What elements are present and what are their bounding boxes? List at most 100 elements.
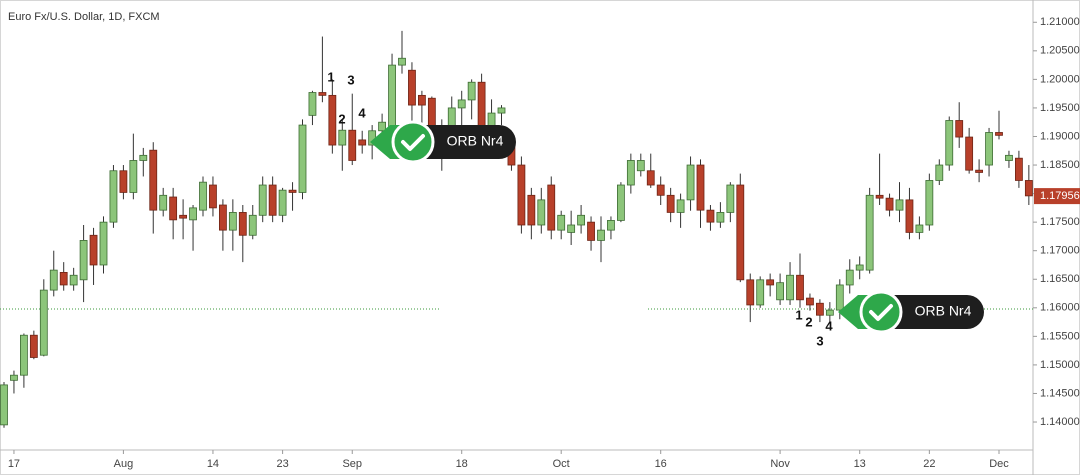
- candle-body: [935, 164, 944, 181]
- y-tick-label: 1.14000: [1040, 416, 1080, 428]
- check-mark: [401, 134, 425, 151]
- candle-body: [955, 120, 964, 138]
- annotation: 2: [338, 111, 345, 126]
- candle-body: [835, 284, 844, 311]
- candle-body: [298, 124, 307, 193]
- candle-body: [69, 274, 78, 286]
- candle-body: [328, 94, 337, 146]
- candle-body: [766, 279, 775, 286]
- candle-body: [398, 57, 406, 66]
- candle-body: [567, 224, 576, 233]
- chart-title: Euro Fx/U.S. Dollar, 1D, FXCM: [8, 11, 160, 23]
- candle-body: [228, 212, 237, 231]
- annotation: 4: [358, 105, 366, 120]
- y-tick-label: 1.14500: [1040, 387, 1080, 399]
- candle-body: [1024, 180, 1033, 197]
- candle-body: [238, 212, 247, 236]
- candle-body: [1015, 157, 1023, 181]
- annotation: 1: [327, 69, 334, 84]
- y-tick-label: 1.17000: [1040, 245, 1080, 257]
- candle-body: [965, 136, 974, 171]
- candle-body: [975, 169, 983, 173]
- candle-body: [806, 297, 814, 306]
- candle-body: [119, 170, 128, 193]
- candle-body: [209, 184, 217, 209]
- candle-body: [1005, 154, 1013, 161]
- x-tick-label: Nov: [770, 458, 790, 470]
- candle-body: [557, 214, 566, 231]
- candle-body: [845, 269, 854, 286]
- x-tick-label: Sep: [342, 458, 362, 470]
- candle-body: [726, 184, 735, 213]
- candle-body: [756, 279, 765, 306]
- candle-body: [736, 184, 745, 281]
- candle-body: [895, 199, 904, 211]
- candle-body: [776, 282, 784, 301]
- annotation: 1: [795, 307, 802, 322]
- candle-body: [945, 120, 954, 166]
- candle-body: [109, 170, 118, 223]
- candle-body: [467, 81, 476, 101]
- y-tick-label: 1.16500: [1040, 273, 1080, 285]
- candle-body: [248, 214, 257, 236]
- candle-body: [537, 199, 546, 226]
- candle-body: [99, 221, 108, 266]
- candle-body: [218, 204, 227, 231]
- x-tick-label: 13: [854, 458, 866, 470]
- candle-body: [626, 160, 635, 186]
- candle-body: [258, 184, 267, 216]
- candle-body: [318, 92, 327, 96]
- candle-body: [0, 384, 8, 426]
- candle-body: [527, 194, 536, 226]
- candle-body: [19, 334, 28, 376]
- candle-body: [786, 274, 794, 301]
- candle-body: [577, 214, 585, 226]
- candle-body: [816, 302, 824, 316]
- candle-body: [417, 94, 426, 106]
- candle-body: [796, 274, 804, 301]
- annotation: 2: [805, 314, 812, 329]
- candle-body: [129, 160, 138, 193]
- y-tick-label: 1.19500: [1040, 102, 1080, 114]
- y-tick-label: 1.17500: [1040, 216, 1080, 228]
- badge-text: ORB Nr4: [447, 133, 504, 149]
- last-price-label: 1.17956: [1040, 190, 1080, 202]
- candle-body: [79, 240, 88, 281]
- candle-body: [875, 194, 884, 199]
- candle-body: [457, 99, 466, 109]
- x-tick-label: Oct: [553, 458, 570, 470]
- candle-body: [179, 214, 188, 219]
- candle-body: [746, 279, 755, 306]
- x-tick-label: Dec: [989, 458, 1009, 470]
- candle-body: [865, 194, 874, 271]
- x-tick-label: 23: [276, 458, 288, 470]
- candle-body: [348, 129, 357, 161]
- candle-body: [666, 194, 675, 213]
- candle-body: [338, 129, 347, 146]
- candle-body: [59, 271, 68, 286]
- candle-body: [169, 196, 178, 221]
- candle-body: [497, 107, 506, 114]
- x-tick-label: 16: [655, 458, 667, 470]
- x-tick-label: 17: [8, 458, 20, 470]
- orb-badge: ORB Nr4: [838, 290, 984, 334]
- candle-body: [427, 97, 436, 129]
- y-tick-label: 1.15500: [1040, 330, 1080, 342]
- candle-body: [656, 184, 665, 196]
- candle-body: [905, 199, 914, 233]
- candle-body: [825, 309, 834, 316]
- candle-body: [915, 224, 924, 233]
- check-mark: [869, 304, 893, 321]
- candle-body: [885, 197, 894, 211]
- candle-body: [358, 139, 367, 146]
- candle-body: [995, 132, 1003, 136]
- candle-body: [985, 132, 993, 166]
- y-tick-label: 1.15000: [1040, 359, 1080, 371]
- candle-body: [636, 160, 645, 172]
- candle-body: [139, 154, 148, 161]
- candle-body: [278, 189, 287, 216]
- candle-body: [268, 184, 277, 216]
- annotation: 3: [816, 333, 823, 348]
- candle-body: [199, 181, 207, 211]
